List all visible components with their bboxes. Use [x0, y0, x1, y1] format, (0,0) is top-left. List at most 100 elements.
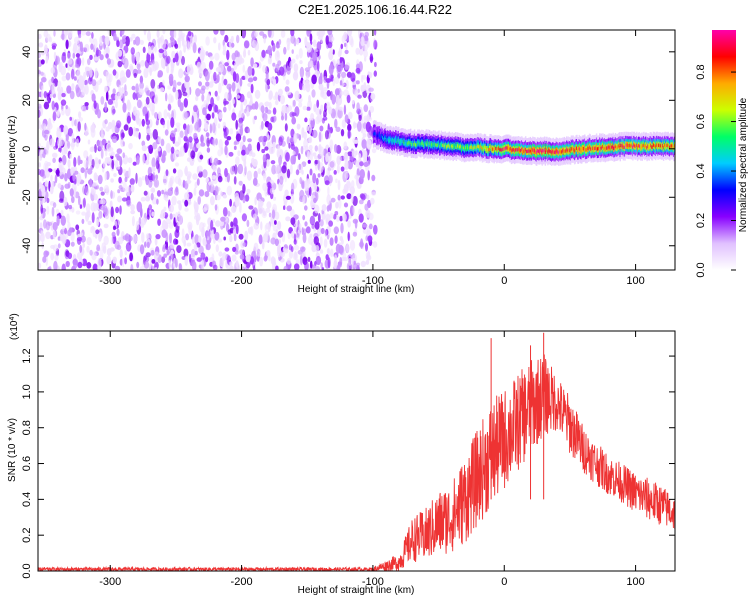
noise-cell	[65, 105, 68, 110]
signal-cell	[654, 144, 656, 148]
noise-cell	[75, 87, 81, 98]
y-tick-label: -40	[21, 238, 33, 254]
noise-cell	[373, 224, 378, 235]
noise-cell	[215, 194, 221, 201]
colorbar-tick-label: 0.8	[695, 64, 707, 79]
signal-cell	[391, 139, 393, 143]
noise-cell	[309, 152, 313, 161]
noise-cell	[364, 56, 367, 62]
signal-cell	[575, 147, 577, 151]
noise-cell	[290, 155, 296, 165]
noise-cell	[136, 99, 142, 109]
noise-cell	[131, 53, 135, 64]
signal-cell	[620, 143, 622, 148]
noise-cell	[108, 147, 114, 152]
noise-cell	[246, 219, 250, 228]
noise-cell	[164, 129, 169, 136]
noise-cell	[128, 126, 134, 137]
noise-cell	[370, 93, 376, 100]
signal-cell	[622, 145, 625, 149]
noise-cell	[341, 71, 347, 78]
noise-cell	[79, 232, 84, 237]
noise-cell	[290, 182, 295, 193]
signal-cell	[592, 147, 595, 151]
noise-cell	[174, 162, 180, 167]
noise-cell	[358, 48, 364, 56]
noise-cell	[317, 213, 321, 223]
noise-cell	[284, 172, 287, 183]
y-tick-label: 0	[21, 146, 33, 152]
noise-cell	[349, 239, 356, 251]
noise-cell	[142, 46, 146, 53]
noise-cell	[360, 36, 365, 47]
noise-cell	[324, 102, 328, 113]
noise-cell	[38, 119, 41, 130]
noise-cell	[81, 211, 86, 216]
noise-cell	[149, 91, 156, 100]
noise-cell	[150, 187, 155, 193]
noise-cell	[343, 141, 348, 150]
noise-cell	[253, 242, 259, 251]
noise-cell	[73, 187, 77, 198]
colorbar-tick-label: 0.2	[695, 213, 707, 228]
noise-cell	[60, 99, 67, 106]
noise-cell	[147, 110, 150, 120]
noise-cell	[367, 130, 372, 139]
noise-cell	[144, 241, 147, 248]
noise-cell	[130, 184, 135, 193]
noise-cell	[193, 113, 198, 122]
signal-cell	[569, 149, 572, 153]
noise-cell	[355, 63, 360, 70]
signal-cell	[489, 145, 491, 149]
signal-cell	[573, 149, 576, 153]
noise-cell	[184, 167, 188, 175]
noise-cell	[166, 119, 170, 131]
signal-cell	[528, 149, 531, 154]
noise-cell	[285, 152, 290, 162]
noise-cell	[119, 205, 122, 215]
signal-cell	[461, 146, 463, 151]
noise-cell	[71, 140, 75, 151]
noise-cell	[150, 45, 155, 54]
noise-cell	[112, 256, 117, 264]
noise-cell	[120, 30, 125, 36]
noise-cell	[90, 43, 94, 50]
noise-cell	[278, 136, 283, 146]
signal-cell	[607, 146, 609, 150]
noise-cell	[326, 90, 331, 97]
signal-cell	[473, 146, 475, 150]
noise-cell	[326, 248, 330, 255]
noise-cell	[57, 137, 62, 148]
noise-cell	[246, 188, 251, 194]
noise-cell	[328, 174, 333, 184]
signal-cell	[478, 145, 480, 149]
signal-cell	[585, 148, 588, 152]
noise-cell	[281, 105, 287, 114]
signal-cell	[486, 147, 488, 152]
chart-title: C2E1.2025.106.16.44.R22	[298, 2, 452, 17]
noise-cell	[327, 257, 331, 269]
signal-cell	[610, 145, 612, 149]
noise-cell	[242, 242, 247, 247]
noise-cell	[112, 225, 117, 231]
noise-cell	[336, 215, 340, 222]
signal-cell	[433, 144, 435, 148]
noise-cell	[94, 67, 98, 79]
noise-cell	[339, 56, 343, 64]
noise-cell	[155, 174, 159, 180]
noise-cell	[111, 135, 118, 143]
noise-cell	[181, 55, 185, 66]
noise-cell	[117, 165, 121, 170]
signal-cell	[509, 147, 511, 151]
noise-cell	[140, 196, 146, 202]
noise-cell	[91, 32, 94, 39]
noise-cell	[288, 244, 293, 251]
noise-cell	[104, 85, 108, 93]
signal-cell	[636, 143, 638, 147]
signal-cell	[610, 145, 613, 149]
noise-cell	[94, 157, 99, 165]
noise-cell	[121, 197, 128, 202]
noise-cell	[99, 36, 103, 47]
noise-cell	[84, 102, 89, 107]
